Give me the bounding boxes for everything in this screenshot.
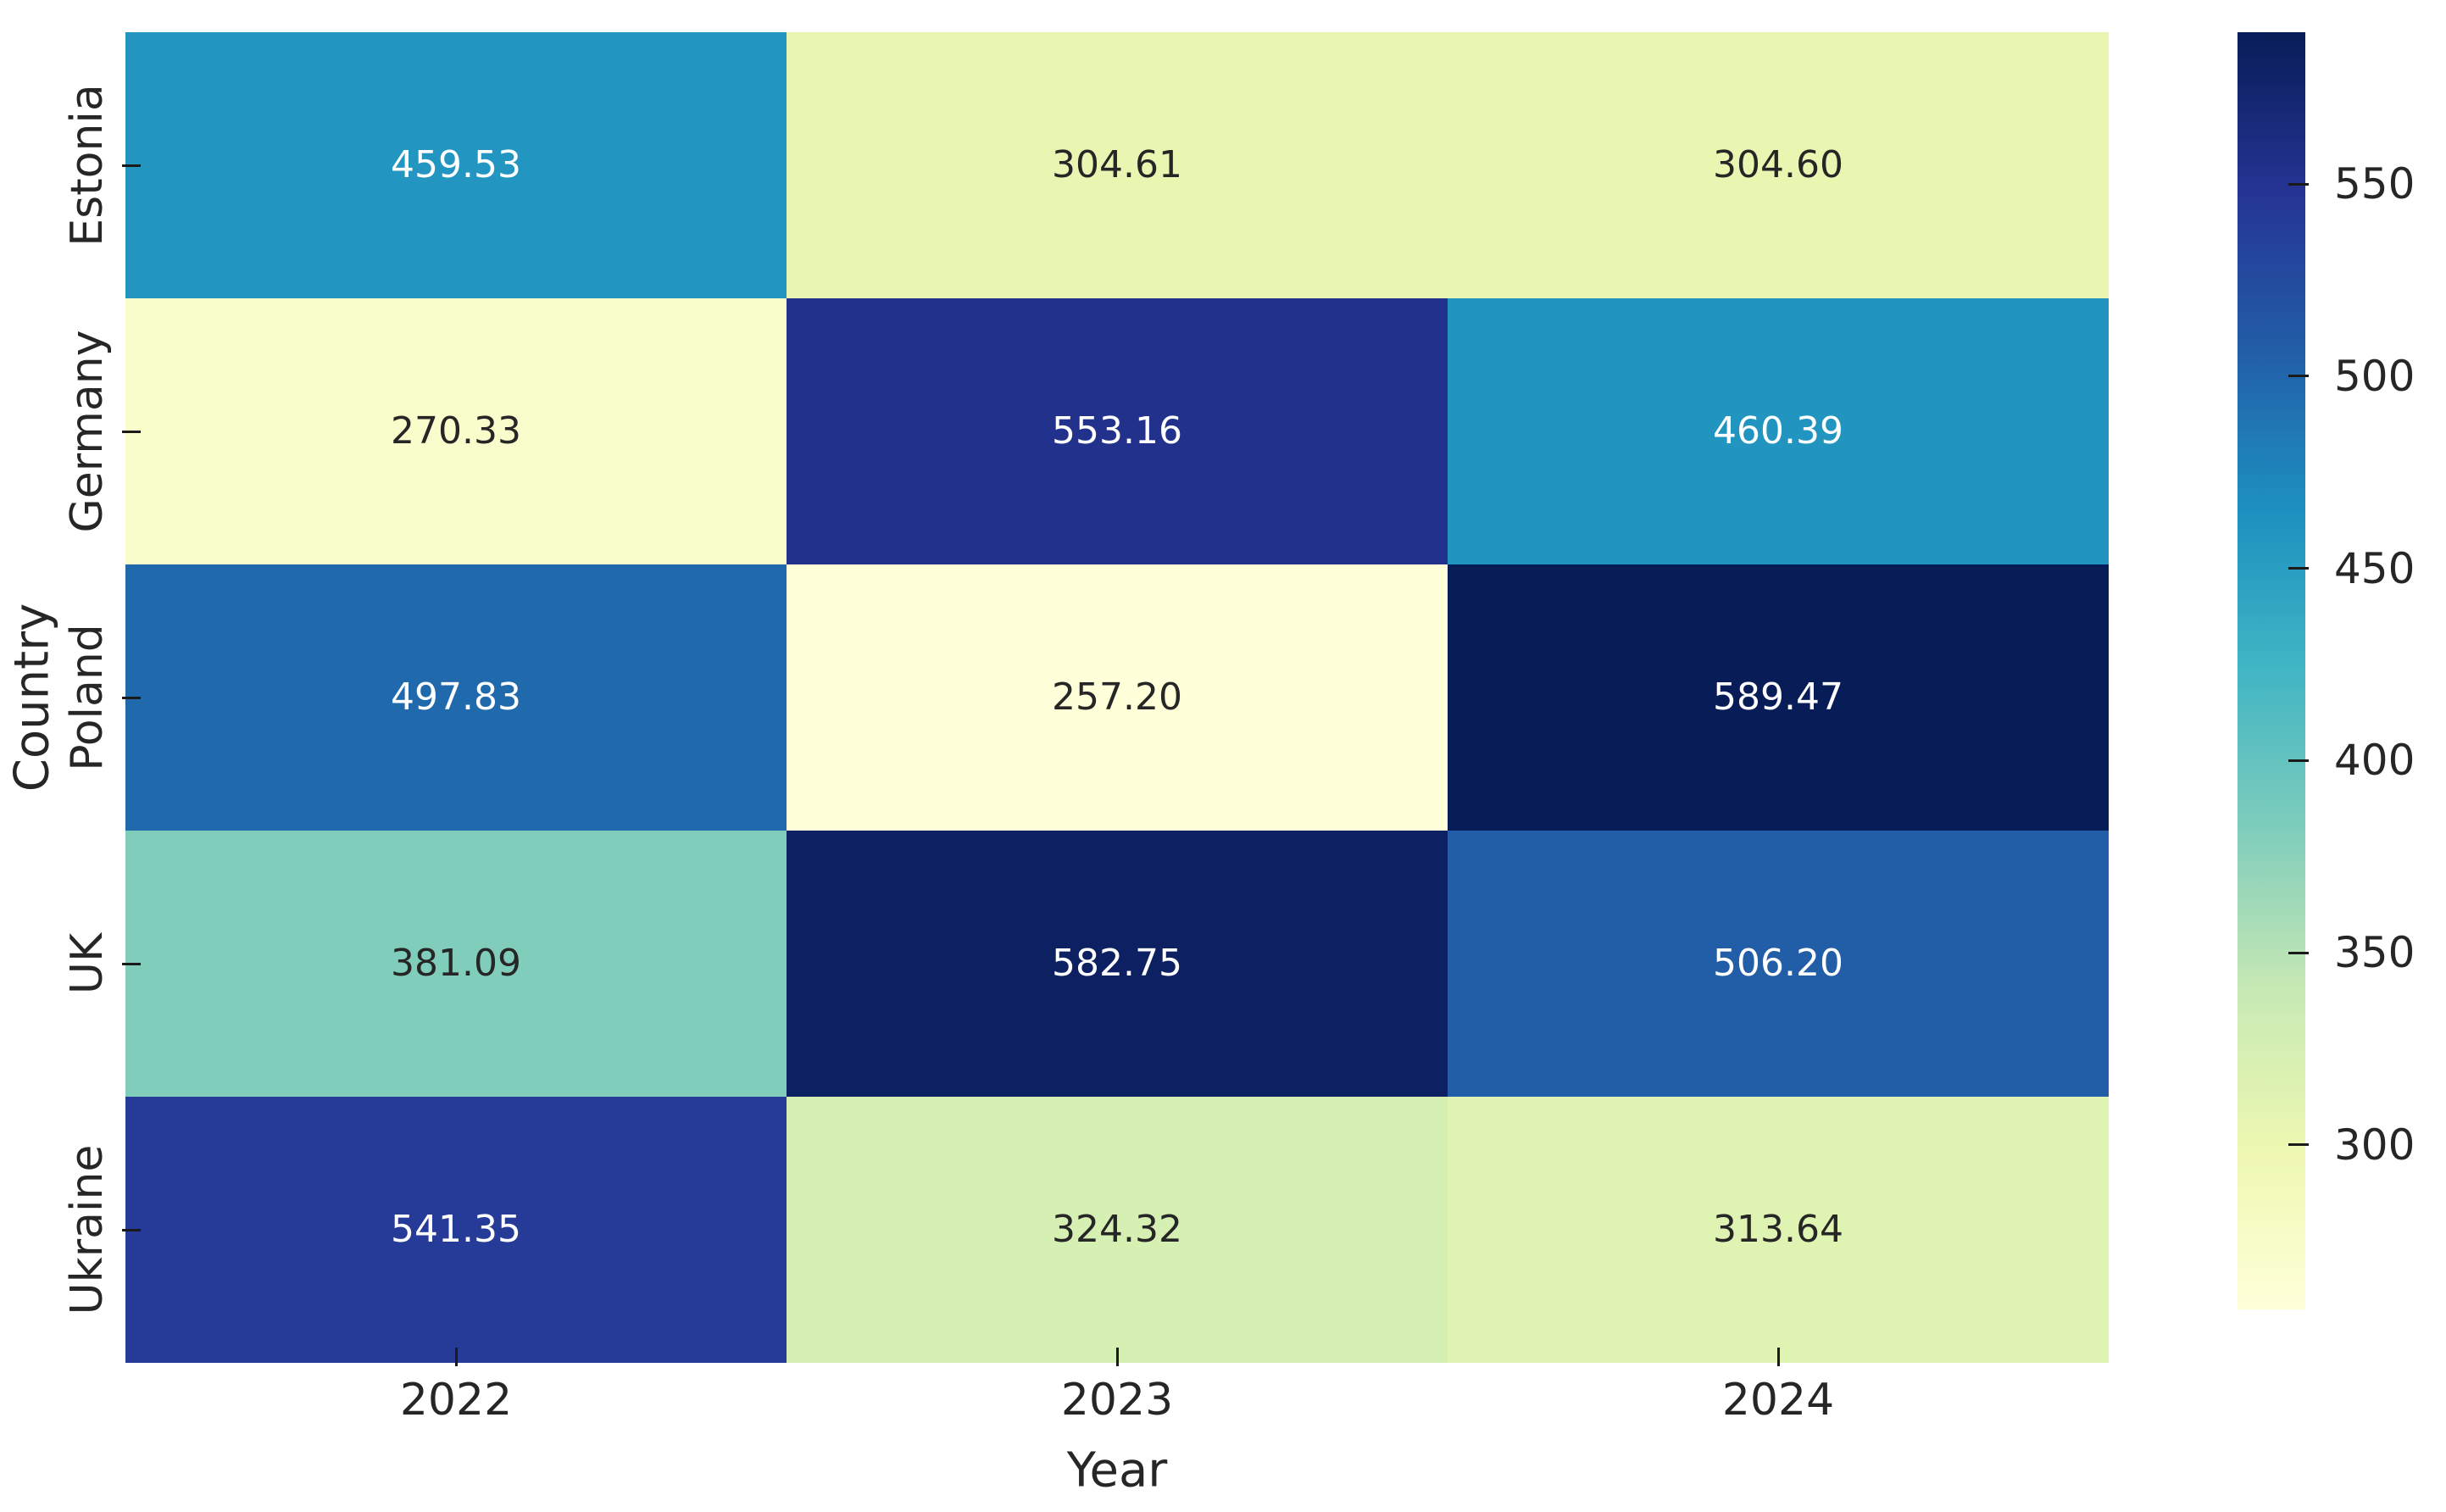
x-axis-tick: [1115, 1348, 1119, 1366]
y-tick-label: Estonia: [62, 84, 113, 247]
colorbar-tick-label: 450: [2334, 543, 2415, 593]
heatmap-cell: 304.60: [1448, 32, 2109, 298]
heatmap-cell: 304.61: [787, 32, 1448, 298]
heatmap-cell: 313.64: [1448, 1097, 2109, 1363]
heatmap-cell: 497.83: [125, 564, 787, 831]
colorbar-tick-label: 300: [2334, 1120, 2415, 1170]
y-axis-tick: [122, 962, 141, 965]
cell-annotation: 589.47: [1713, 675, 1843, 719]
y-axis-tick: [122, 696, 141, 699]
heatmap-cell: 582.75: [787, 831, 1448, 1097]
heatmap-plot: 459.53 304.61 304.60 270.33 553.16 460.39 497.…: [125, 32, 2109, 1363]
cell-annotation: 460.39: [1713, 409, 1843, 453]
colorbar-tick-label: 350: [2334, 928, 2415, 978]
heatmap-cell: 589.47: [1448, 564, 2109, 831]
y-axis-label: Country: [4, 603, 60, 792]
x-axis-label: Year: [1066, 1443, 1168, 1498]
cell-annotation: 497.83: [391, 675, 521, 719]
colorbar-tick: [2288, 1143, 2309, 1147]
colorbar-tick-label: 400: [2334, 736, 2415, 786]
cell-annotation: 459.53: [391, 143, 521, 186]
x-axis-tick: [454, 1348, 458, 1366]
heatmap-cell: 541.35: [125, 1097, 787, 1363]
cell-annotation: 324.32: [1052, 1208, 1182, 1251]
colorbar: [2238, 32, 2305, 1309]
colorbar-tick-label: 550: [2334, 159, 2415, 208]
y-tick-label: UK: [62, 932, 113, 995]
cell-annotation: 304.61: [1052, 143, 1182, 186]
colorbar-tick: [2288, 182, 2309, 186]
cell-annotation: 541.35: [391, 1208, 521, 1251]
colorbar-tick: [2288, 375, 2309, 378]
heatmap-cell: 553.16: [787, 298, 1448, 564]
cell-annotation: 381.09: [391, 942, 521, 985]
cell-annotation: 506.20: [1713, 942, 1843, 985]
heatmap-cell: 459.53: [125, 32, 787, 298]
cell-annotation: 313.64: [1713, 1208, 1843, 1251]
heatmap-cell: 460.39: [1448, 298, 2109, 564]
y-axis-tick: [122, 1228, 141, 1231]
x-tick-label: 2022: [399, 1375, 513, 1426]
y-axis-tick: [122, 164, 141, 167]
cell-annotation: 304.60: [1713, 143, 1843, 186]
heatmap-cell: 270.33: [125, 298, 787, 564]
y-axis-tick: [122, 430, 141, 433]
y-tick-label: Poland: [62, 624, 113, 771]
heatmap-cell: 257.20: [787, 564, 1448, 831]
x-axis-tick: [1776, 1348, 1780, 1366]
colorbar-tick: [2288, 567, 2309, 570]
cell-annotation: 582.75: [1052, 942, 1182, 985]
colorbar-tick-label: 500: [2334, 351, 2415, 401]
colorbar-tick: [2288, 759, 2309, 762]
cell-annotation: 553.16: [1052, 409, 1182, 453]
x-tick-label: 2023: [1060, 1375, 1174, 1426]
cell-annotation: 270.33: [391, 409, 521, 453]
colorbar-tick: [2288, 951, 2309, 954]
cell-annotation: 257.20: [1052, 675, 1182, 719]
y-tick-label: Germany: [62, 330, 113, 533]
x-tick-label: 2024: [1721, 1375, 1835, 1426]
heatmap-cell: 381.09: [125, 831, 787, 1097]
heatmap-cell: 324.32: [787, 1097, 1448, 1363]
y-tick-label: Ukraine: [62, 1144, 113, 1315]
heatmap-cell: 506.20: [1448, 831, 2109, 1097]
